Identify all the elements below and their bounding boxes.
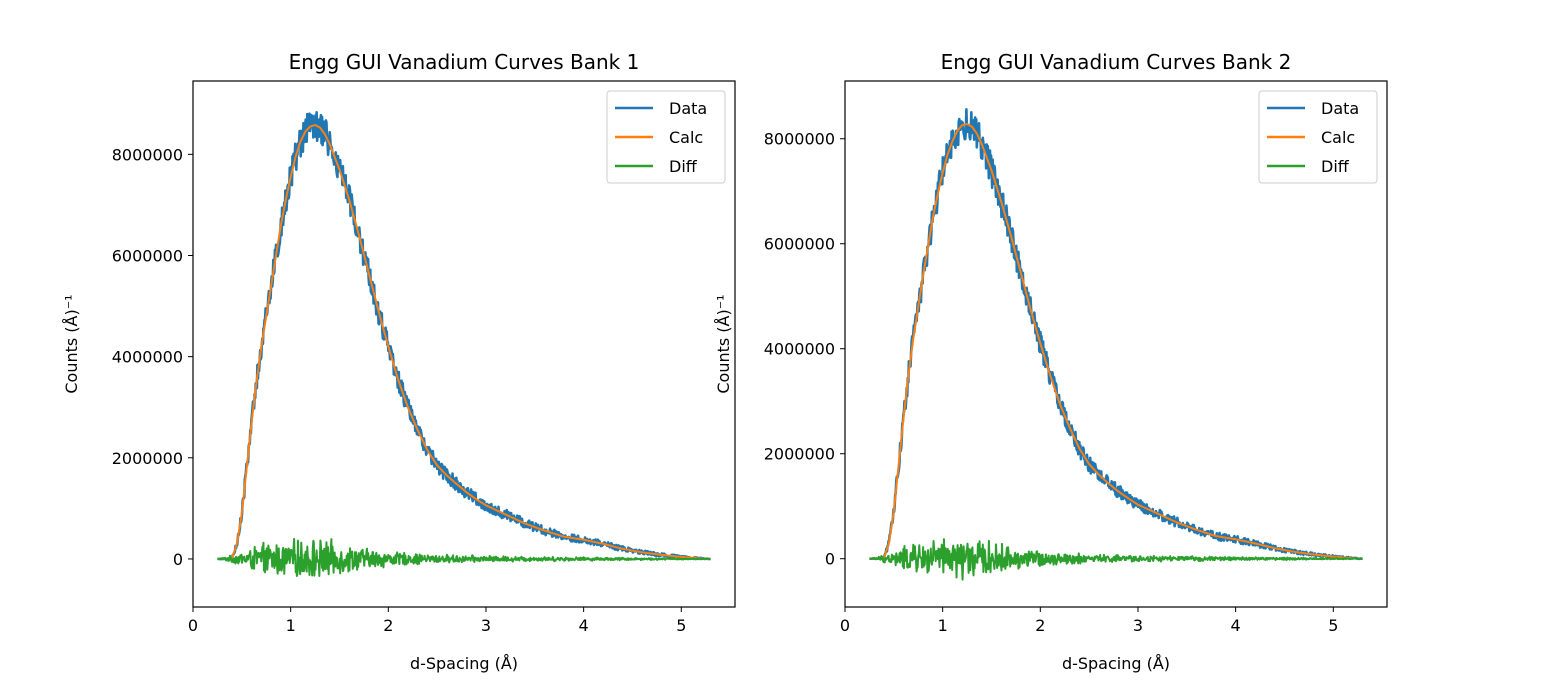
legend-box <box>606 90 726 184</box>
legend-box <box>1258 90 1378 184</box>
legend-label-calc: Calc <box>1321 128 1355 147</box>
x-axis-label: d-Spacing (Å) <box>410 654 518 673</box>
x-tick-label: 2 <box>1035 616 1045 635</box>
legend-label-data: Data <box>1321 99 1359 118</box>
y-tick-label: 8000000 <box>112 145 183 164</box>
axes-frame <box>844 80 1388 608</box>
plot-area <box>216 111 712 578</box>
chart-bank-1: Engg GUI Vanadium Curves Bank 1 0 1 2 3 4 5 0 20… <box>62 50 736 673</box>
x-tick-label: 3 <box>481 616 491 635</box>
y-tick-label: 0 <box>173 550 183 569</box>
y-tick-label: 2000000 <box>764 445 835 464</box>
legend-label-calc: Calc <box>669 128 703 147</box>
x-tick-label: 4 <box>1231 616 1241 635</box>
chart-title: Engg GUI Vanadium Curves Bank 2 <box>941 50 1292 74</box>
y-tick-label: 2000000 <box>112 449 183 468</box>
x-axis-label: d-Spacing (Å) <box>1062 654 1170 673</box>
y-tick-label: 0 <box>825 550 835 569</box>
x-tick-label: 5 <box>1328 616 1338 635</box>
y-tick-label: 6000000 <box>112 246 183 265</box>
series-line-calc <box>216 124 712 560</box>
y-tick-label: 8000000 <box>764 130 835 149</box>
y-tick-label: 4000000 <box>112 348 183 367</box>
axes-frame <box>192 80 736 608</box>
y-axis-label: Counts (Å)⁻¹ <box>714 294 733 393</box>
series-line-diff <box>216 537 712 578</box>
x-tick-label: 1 <box>286 616 296 635</box>
legend: Data Calc Diff <box>1258 90 1378 184</box>
series-line-data <box>216 111 712 561</box>
x-tick-label: 0 <box>840 616 850 635</box>
series-line-calc <box>868 123 1364 560</box>
x-tick-label: 2 <box>383 616 393 635</box>
plot-area <box>868 108 1364 581</box>
x-tick-label: 0 <box>188 616 198 635</box>
legend-label-data: Data <box>669 99 707 118</box>
legend-label-diff: Diff <box>669 157 698 176</box>
x-tick-label: 3 <box>1133 616 1143 635</box>
y-tick-label: 4000000 <box>764 340 835 359</box>
x-tick-label: 4 <box>579 616 589 635</box>
y-tick-label: 6000000 <box>764 235 835 254</box>
y-axis-label: Counts (Å)⁻¹ <box>62 294 81 393</box>
legend: Data Calc Diff <box>606 90 726 184</box>
series-line-diff <box>868 538 1364 581</box>
x-tick-label: 1 <box>938 616 948 635</box>
x-tick-label: 5 <box>676 616 686 635</box>
chart-title: Engg GUI Vanadium Curves Bank 1 <box>289 50 640 74</box>
legend-label-diff: Diff <box>1321 157 1350 176</box>
chart-bank-2: Engg GUI Vanadium Curves Bank 2 0 1 2 3 4 5 0 20… <box>714 50 1388 673</box>
